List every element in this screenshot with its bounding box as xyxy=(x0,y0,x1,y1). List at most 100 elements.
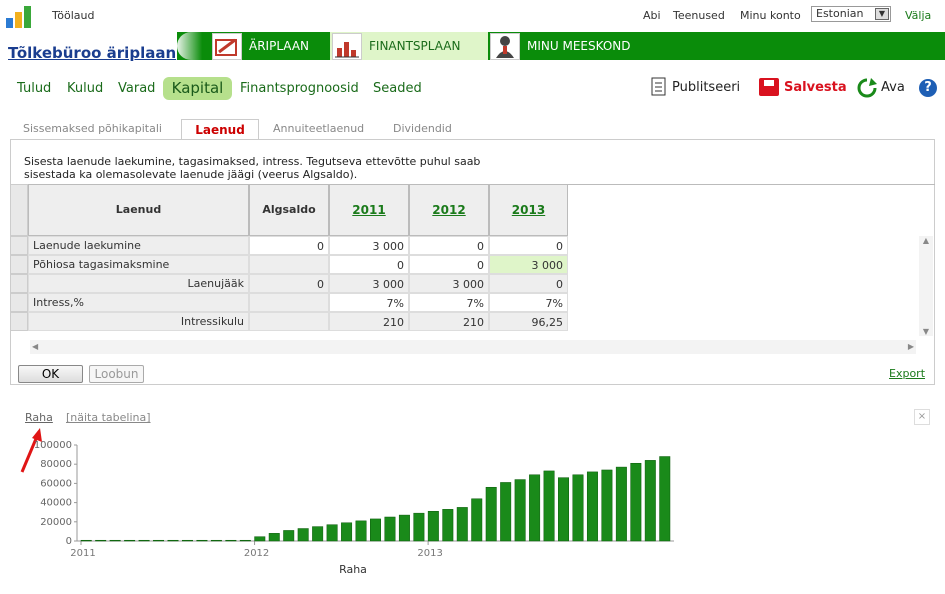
chart-bar xyxy=(80,539,92,542)
table-cell[interactable]: 0 xyxy=(329,255,409,274)
subtab-share-capital[interactable]: Sissemaksed põhikapitali xyxy=(23,122,162,135)
table-cell[interactable]: 0 xyxy=(409,255,489,274)
nav-tulud[interactable]: Tulud xyxy=(17,81,52,96)
table-cell[interactable]: 0 xyxy=(409,236,489,255)
table-cell[interactable]: 7% xyxy=(489,293,568,312)
tab-business-plan[interactable]: ÄRIPLAAN xyxy=(249,39,310,53)
chart-bar xyxy=(297,528,309,542)
chart-bar xyxy=(644,460,656,542)
close-icon[interactable]: × xyxy=(914,409,930,425)
table-cell[interactable]: 3 000 xyxy=(329,236,409,255)
table-cell[interactable]: 7% xyxy=(409,293,489,312)
help-icon[interactable]: ? xyxy=(919,79,937,97)
dashboard-link[interactable]: Töölaud xyxy=(52,9,95,22)
chart-bar xyxy=(355,520,367,542)
cancel-button[interactable]: Loobun xyxy=(89,365,144,383)
chart-bar xyxy=(124,539,136,542)
chart-bar xyxy=(630,462,642,542)
scroll-right-icon[interactable]: ▶ xyxy=(907,342,914,351)
publish-icon xyxy=(651,77,669,97)
subtab-loans[interactable]: Laenud xyxy=(181,119,259,140)
show-as-table-link[interactable]: [näita tabelina] xyxy=(66,411,151,424)
chart-bar xyxy=(268,533,280,542)
y-tick-label: 60000 xyxy=(40,478,72,489)
grid-corner xyxy=(10,184,28,236)
header-2013-link[interactable]: 2013 xyxy=(511,203,546,217)
header-algsaldo: Algsaldo xyxy=(249,184,329,236)
header-2012-link[interactable]: 2012 xyxy=(432,203,466,217)
save-icon xyxy=(758,77,780,97)
scroll-left-icon[interactable]: ◀ xyxy=(32,342,39,351)
scroll-up-icon[interactable]: ▲ xyxy=(922,236,930,245)
subtab-annuity-loans[interactable]: Annuiteetlaenud xyxy=(273,122,365,135)
chart-bar xyxy=(659,456,671,542)
export-link[interactable]: Export xyxy=(889,367,926,380)
x-tick-label: 2011 xyxy=(70,548,95,559)
row-label: Laenude laekumine xyxy=(28,236,249,255)
business-plan-icon xyxy=(212,33,242,60)
chart-raha-link[interactable]: Raha xyxy=(25,411,53,424)
my-account-link[interactable]: Minu konto xyxy=(740,9,801,22)
y-tick-label: 20000 xyxy=(40,517,72,528)
horizontal-scrollbar[interactable]: ◀ ▶ xyxy=(30,340,916,354)
annotation-arrow-icon xyxy=(20,428,42,473)
chart-bar xyxy=(167,539,179,542)
table-cell: 0 xyxy=(489,274,568,293)
language-value: Estonian xyxy=(816,7,864,20)
chart-bar xyxy=(471,498,483,542)
row-label: Intressikulu xyxy=(28,312,249,331)
scroll-down-icon[interactable]: ▼ xyxy=(922,327,930,336)
ok-button[interactable]: OK xyxy=(18,365,83,383)
nav-kapital[interactable]: Kapital xyxy=(163,77,232,100)
chart-bar xyxy=(427,510,439,542)
app-logo[interactable] xyxy=(4,4,34,30)
nav-seaded[interactable]: Seaded xyxy=(373,81,422,96)
nav-varad[interactable]: Varad xyxy=(118,81,156,96)
table-cell: 96,25 xyxy=(489,312,568,331)
table-cell[interactable]: 0 xyxy=(249,236,329,255)
table-cell: 3 000 xyxy=(409,274,489,293)
table-cell[interactable]: 0 xyxy=(489,236,568,255)
chart-bar xyxy=(109,539,121,542)
chart-bar xyxy=(586,471,598,542)
row-header xyxy=(10,236,28,255)
chart-bar xyxy=(283,530,295,542)
chart-bar xyxy=(225,539,237,542)
table-cell-selected[interactable]: 3 000 xyxy=(489,255,568,274)
team-icon xyxy=(490,33,520,60)
y-tick-label: 80000 xyxy=(40,459,72,470)
services-link[interactable]: Teenused xyxy=(673,9,725,22)
instructions-text: Sisesta laenude laekumine, tagasimaksed,… xyxy=(24,155,481,181)
project-title[interactable]: Tõlkebüroo äriplaan xyxy=(8,44,177,62)
y-tick-label: 0 xyxy=(66,536,72,547)
publish-button[interactable]: Publitseeri xyxy=(672,80,741,95)
table-cell xyxy=(249,312,329,331)
nav-kulud[interactable]: Kulud xyxy=(67,81,104,96)
subtab-dividends[interactable]: Dividendid xyxy=(393,122,452,135)
chart-bar xyxy=(384,516,396,542)
save-button[interactable]: Salvesta xyxy=(784,80,847,95)
x-tick-label: 2013 xyxy=(417,548,442,559)
chart-bar xyxy=(558,477,570,542)
language-select[interactable]: Estonian ▼ xyxy=(811,6,891,22)
chart-bar xyxy=(543,470,555,542)
row-header xyxy=(10,255,28,274)
tab-my-team[interactable]: MINU MEESKOND xyxy=(527,39,631,53)
chart-bar xyxy=(615,466,627,542)
chart-bar xyxy=(485,486,497,542)
header-2011-link[interactable]: 2011 xyxy=(352,203,386,217)
row-header xyxy=(10,274,28,293)
chart-bar xyxy=(254,536,266,542)
logout-link[interactable]: Välja xyxy=(905,9,932,22)
nav-finantsprognoosid[interactable]: Finantsprognoosid xyxy=(240,81,359,96)
vertical-scrollbar[interactable]: ▲ ▼ xyxy=(919,236,933,336)
chart-bar xyxy=(514,479,526,542)
header-2013-cell: 2013 xyxy=(489,184,568,236)
chart-bar xyxy=(601,469,613,542)
open-button[interactable]: Ava xyxy=(881,80,905,95)
help-link[interactable]: Abi xyxy=(643,9,661,22)
tab-financial-plan[interactable]: FINANTSPLAAN xyxy=(369,39,461,53)
chart-bar xyxy=(413,512,425,542)
table-cell[interactable]: 7% xyxy=(329,293,409,312)
x-axis-label: Raha xyxy=(339,563,367,576)
